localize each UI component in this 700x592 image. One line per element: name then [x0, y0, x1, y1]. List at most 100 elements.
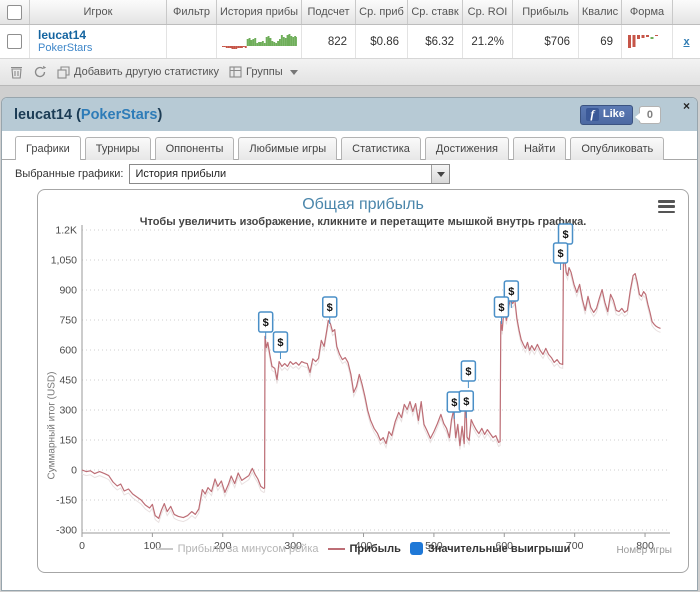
svg-text:-150: -150: [56, 495, 77, 507]
table-toolbar: Добавить другую статистику Группы: [0, 59, 700, 85]
form-mini-chart: [628, 34, 658, 48]
remove-row-link[interactable]: x: [683, 35, 690, 48]
chart-subtitle: Чтобы увеличить изображение, кликните и …: [139, 216, 587, 228]
count-value: 822: [302, 25, 356, 58]
row-checkbox[interactable]: [7, 34, 22, 49]
selected-charts-label: Выбранные графики:: [15, 168, 124, 180]
avg-profit-value: $0.86: [356, 25, 408, 58]
tab-3[interactable]: Оппоненты: [154, 137, 235, 160]
facebook-icon: f: [585, 107, 599, 121]
significant-win-marker[interactable]: $: [458, 390, 475, 418]
select-all-checkbox[interactable]: [7, 4, 22, 20]
svg-text:1,050: 1,050: [51, 255, 77, 267]
chevron-down-icon: [289, 69, 298, 75]
significant-win-marker[interactable]: $: [321, 296, 338, 324]
filter-cell: [167, 25, 217, 58]
svg-text:150: 150: [59, 435, 77, 447]
svg-text:300: 300: [284, 540, 302, 552]
significant-win-marker[interactable]: $: [552, 242, 569, 270]
x-axis-title: Номер игры: [616, 545, 672, 556]
svg-text:900: 900: [59, 285, 77, 297]
svg-text:$: $: [508, 286, 514, 298]
svg-text:700: 700: [566, 540, 584, 552]
svg-text:750: 750: [59, 315, 77, 327]
like-count-badge: 0: [634, 105, 661, 124]
chart-title: Общая прибыль: [302, 196, 424, 213]
tab-4[interactable]: Любимые игры: [238, 137, 338, 160]
col-header-player[interactable]: Игрок: [30, 0, 167, 24]
svg-text:$: $: [498, 302, 504, 314]
significant-win-marker[interactable]: $: [257, 311, 274, 339]
svg-text:500: 500: [425, 540, 443, 552]
col-header-qualif[interactable]: Квалис: [579, 0, 622, 24]
tab-8[interactable]: Опубликовать: [570, 137, 665, 160]
tab-5[interactable]: Статистика: [341, 137, 421, 160]
legend-label: Значительные выигрыши: [427, 542, 571, 555]
tab-2[interactable]: Турниры: [84, 137, 151, 160]
panel-header: leucat14 (PokerStars) f Like 0: [2, 98, 697, 131]
tab-6[interactable]: Достижения: [424, 137, 509, 160]
profit-chart-panel: Общая прибыль Чтобы увеличить изображени…: [37, 189, 689, 573]
legend-swatch: [155, 547, 173, 550]
panel-close-button[interactable]: ×: [682, 99, 690, 113]
table-row: leucat14 PokerStars 822 $0.86 $6.32 21.2…: [0, 25, 700, 59]
tab-7[interactable]: Найти: [512, 137, 567, 160]
chart-legend: Прибыль за минусом рейка Прибыль Значитель…: [38, 542, 688, 555]
significant-win-marker[interactable]: $: [493, 296, 510, 324]
col-header-profit[interactable]: Прибыль: [513, 0, 579, 24]
stats-table: Игрок Фильтр История прибы Подсчет Ср. п…: [0, 0, 700, 86]
avg-stake-value: $6.32: [408, 25, 463, 58]
col-header-avg-roi[interactable]: Ср. ROI: [463, 0, 513, 24]
legend-item-3: Значительные выигрыши: [409, 542, 571, 555]
add-statistic-icon: [57, 65, 70, 79]
legend-swatch: [409, 542, 423, 555]
col-header-avg-profit[interactable]: Ср. приб: [356, 0, 408, 24]
chevron-down-icon: [436, 171, 445, 177]
svg-text:600: 600: [496, 540, 514, 552]
delete-button[interactable]: [10, 65, 23, 79]
svg-text:1.2K: 1.2K: [55, 225, 77, 237]
svg-text:0: 0: [79, 540, 85, 552]
svg-text:300: 300: [59, 405, 77, 417]
like-label: Like: [602, 108, 625, 120]
svg-text:$: $: [558, 248, 564, 260]
chart-select[interactable]: История прибыли: [129, 164, 451, 184]
profit-value: $706: [513, 25, 579, 58]
groups-icon: [229, 66, 242, 78]
player-site-link[interactable]: PokerStars: [38, 41, 93, 54]
add-statistic-button[interactable]: Добавить другую статистику: [57, 65, 219, 79]
significant-win-marker[interactable]: $: [503, 280, 520, 308]
col-header-avg-stake[interactable]: Ср. ставк: [408, 0, 463, 24]
col-header-count[interactable]: Подсчет: [302, 0, 356, 24]
svg-text:$: $: [327, 302, 333, 314]
facebook-like-button[interactable]: f Like: [579, 104, 633, 125]
significant-win-marker[interactable]: $: [272, 331, 289, 359]
svg-text:400: 400: [355, 540, 373, 552]
player-name-link[interactable]: leucat14: [38, 27, 87, 42]
stats-table-header: Игрок Фильтр История прибы Подсчет Ср. п…: [0, 0, 700, 25]
legend-swatch: [327, 547, 345, 550]
svg-text:600: 600: [59, 345, 77, 357]
col-header-form[interactable]: Форма: [622, 0, 673, 24]
svg-text:0: 0: [71, 465, 77, 477]
col-header-history[interactable]: История прибы: [217, 0, 302, 24]
chart-menu-icon[interactable]: [658, 200, 675, 213]
svg-text:450: 450: [59, 375, 77, 387]
chart-controls: Выбранные графики: История прибыли: [2, 164, 697, 184]
select-arrow-button[interactable]: [431, 165, 450, 183]
svg-text:$: $: [451, 397, 457, 409]
trash-icon: [11, 66, 22, 79]
svg-text:$: $: [463, 396, 469, 408]
legend-label: Прибыль за минусом рейка: [177, 542, 319, 555]
significant-win-marker[interactable]: $: [557, 223, 574, 251]
groups-dropdown[interactable]: Группы: [229, 66, 298, 78]
tab-strip: Графики Турниры Оппоненты Любимые игры Стати…: [2, 136, 697, 160]
svg-text:200: 200: [214, 540, 232, 552]
significant-win-marker[interactable]: $: [460, 360, 477, 388]
chart-select-value: История прибыли: [135, 168, 227, 180]
svg-text:-300: -300: [56, 525, 77, 537]
col-header-filter[interactable]: Фильтр: [167, 0, 217, 24]
refresh-button[interactable]: [33, 65, 47, 79]
tab-1[interactable]: Графики: [15, 136, 81, 160]
